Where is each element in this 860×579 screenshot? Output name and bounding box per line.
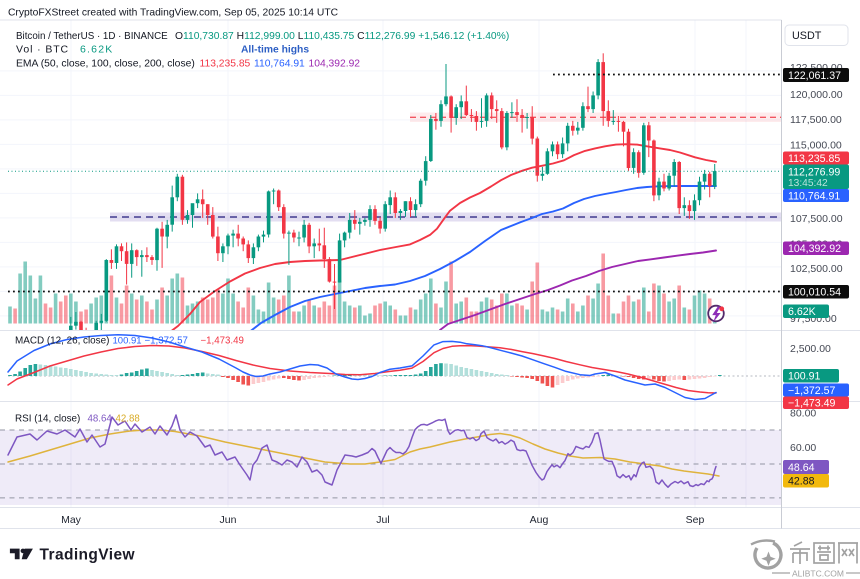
- svg-text:100.91: 100.91: [788, 371, 821, 383]
- svg-text:2,500.00: 2,500.00: [790, 343, 831, 355]
- svg-text:113,235.85: 113,235.85: [788, 153, 840, 165]
- svg-text:100,010.54: 100,010.54: [788, 287, 841, 299]
- svg-text:ALIBTC.COM: ALIBTC.COM: [792, 569, 844, 579]
- svg-text:−1,372.57: −1,372.57: [788, 385, 836, 397]
- svg-text:EMA (50, close, 100, close, 20: EMA (50, close, 100, close, 200, close): [16, 59, 195, 70]
- svg-text:120,000.00: 120,000.00: [790, 89, 843, 101]
- svg-text:Bitcoin / TetherUS · 1D · BINA: Bitcoin / TetherUS · 1D · BINANCE: [16, 31, 168, 42]
- svg-text:TradingView: TradingView: [40, 547, 136, 564]
- svg-text:USDT: USDT: [792, 30, 822, 42]
- svg-text:122,061.37: 122,061.37: [788, 70, 841, 82]
- svg-text:CryptoFXStreet created with Tr: CryptoFXStreet created with TradingView.…: [8, 8, 339, 19]
- svg-text:Jul: Jul: [376, 514, 389, 526]
- svg-text:107,500.00: 107,500.00: [790, 213, 843, 225]
- svg-text:102,500.00: 102,500.00: [790, 263, 843, 275]
- svg-text:110,764.91: 110,764.91: [254, 59, 305, 70]
- svg-text:O110,730.87 H112,999.00 L110: O110,730.87 H112,999.00 L110,435.75 C112…: [175, 31, 509, 42]
- svg-text:Aug: Aug: [530, 514, 549, 526]
- svg-text:6.62K: 6.62K: [80, 44, 113, 56]
- svg-text:104,392.92: 104,392.92: [309, 59, 361, 70]
- svg-text:−1,473.49: −1,473.49: [201, 336, 244, 347]
- svg-text:80.00: 80.00: [790, 407, 816, 419]
- svg-text:48.64: 48.64: [788, 462, 815, 474]
- svg-text:Sep: Sep: [686, 514, 705, 526]
- svg-text:RSI (14, close): RSI (14, close): [15, 414, 80, 425]
- svg-text:48.64: 48.64: [88, 414, 113, 425]
- svg-text:42.88: 42.88: [116, 414, 140, 425]
- svg-text:60.00: 60.00: [790, 442, 816, 454]
- svg-text:6.62K: 6.62K: [788, 306, 816, 318]
- svg-text:All-time highs: All-time highs: [241, 45, 309, 56]
- svg-text:42.88: 42.88: [788, 476, 815, 488]
- svg-text:−1,372.57: −1,372.57: [145, 336, 188, 347]
- svg-text:104,392.92: 104,392.92: [788, 243, 841, 255]
- svg-text:May: May: [61, 514, 82, 526]
- svg-text:112,276.99: 112,276.99: [788, 167, 840, 179]
- svg-text:−1,473.49: −1,473.49: [788, 398, 836, 410]
- svg-text:13:45:42: 13:45:42: [788, 178, 828, 189]
- svg-text:117,500.00: 117,500.00: [790, 114, 842, 126]
- svg-text:Vol · BTC: Vol · BTC: [16, 44, 69, 56]
- svg-text:MACD (12, 26, close): MACD (12, 26, close): [15, 336, 109, 347]
- svg-text:110,764.91: 110,764.91: [788, 190, 840, 202]
- svg-text:100.91: 100.91: [113, 336, 142, 347]
- svg-text:Jun: Jun: [220, 514, 237, 526]
- svg-text:113,235.85: 113,235.85: [200, 59, 251, 70]
- svg-text:115,000.00: 115,000.00: [790, 139, 842, 151]
